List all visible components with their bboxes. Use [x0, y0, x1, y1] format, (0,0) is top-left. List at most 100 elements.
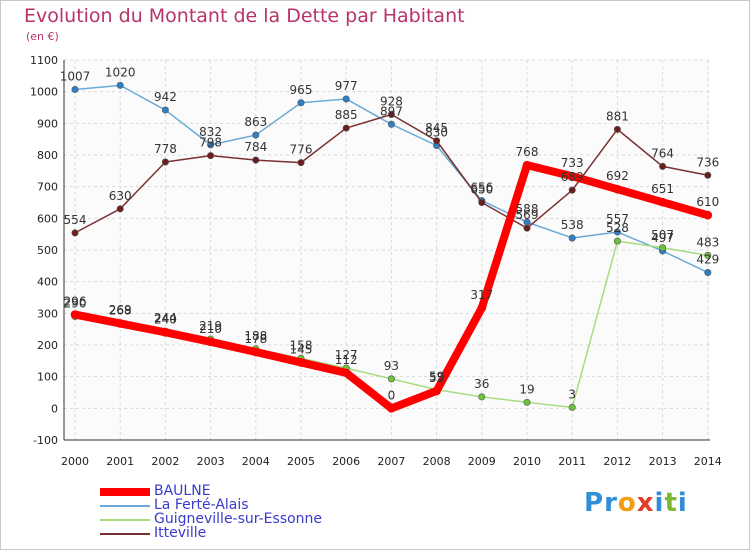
- legend-item: Guigneville-sur-Essonne: [100, 511, 360, 527]
- logo-letter: x: [636, 488, 655, 518]
- data-label: 863: [244, 115, 267, 129]
- data-label: 19: [519, 382, 534, 396]
- data-point: [704, 251, 712, 259]
- data-label: 651: [651, 182, 674, 196]
- legend-label: BAULNE: [154, 483, 211, 499]
- y-tick-label: 700: [37, 181, 58, 194]
- data-label: 965: [290, 83, 313, 97]
- y-tick-label: 0: [51, 402, 58, 415]
- legend-swatch: [100, 519, 150, 521]
- data-label: 768: [516, 145, 539, 159]
- data-label: 942: [154, 90, 177, 104]
- data-label: 429: [696, 252, 719, 266]
- data-label: 845: [425, 121, 448, 135]
- data-label: 656: [470, 181, 493, 195]
- y-tick-label: 800: [37, 149, 58, 162]
- y-tick-label: 200: [37, 339, 58, 352]
- logo-letter: i: [654, 488, 665, 518]
- legend-item: La Ferté-Alais: [100, 497, 360, 513]
- legend-swatch: [100, 488, 150, 496]
- data-point: [207, 152, 215, 160]
- y-axis-ticks: -100 0 100 200 300 400 500 600 700 800 900 1000 1100: [30, 54, 58, 447]
- data-label: 538: [561, 218, 584, 232]
- data-label: 778: [154, 142, 177, 156]
- data-point: [297, 159, 305, 167]
- data-label: 557: [606, 212, 629, 226]
- data-point: [432, 386, 441, 396]
- data-label: 692: [606, 169, 629, 183]
- data-label: 93: [384, 359, 399, 373]
- y-tick-label: 900: [37, 117, 58, 130]
- data-label: 610: [696, 195, 719, 209]
- y-tick-label: 600: [37, 212, 58, 225]
- data-label: 630: [109, 189, 132, 203]
- data-point: [613, 125, 621, 133]
- data-point: [433, 137, 441, 145]
- data-label: 1007: [60, 69, 91, 83]
- axes: [63, 60, 710, 441]
- data-point: [613, 237, 621, 245]
- x-tick-label: 2005: [287, 455, 315, 468]
- x-tick-label: 2008: [423, 455, 451, 468]
- data-point: [658, 197, 667, 207]
- data-label: 127: [335, 348, 358, 362]
- logo-letter: t: [664, 488, 678, 518]
- legend-label: Guigneville-sur-Essonne: [154, 511, 323, 527]
- data-label: 3: [568, 387, 576, 401]
- legend-item: BAULNE: [100, 483, 360, 499]
- data-point: [703, 210, 713, 220]
- data-point: [704, 171, 712, 179]
- data-label: 832: [199, 125, 222, 139]
- legend-item: Itteville: [100, 525, 360, 541]
- x-tick-label: 2010: [513, 455, 541, 468]
- x-tick-label: 2002: [151, 455, 179, 468]
- data-point: [523, 224, 531, 232]
- data-label: 1020: [105, 65, 136, 79]
- data-point: [478, 199, 486, 207]
- data-point: [161, 328, 170, 337]
- data-point: [704, 268, 712, 276]
- data-point: [206, 337, 215, 347]
- legend-label: La Ferté-Alais: [154, 497, 249, 513]
- data-point: [71, 85, 79, 93]
- data-label: 55: [429, 371, 444, 385]
- x-tick-label: 2009: [468, 455, 496, 468]
- data-label: 158: [290, 338, 313, 352]
- logo-letter: i: [677, 488, 688, 518]
- y-tick-label: 1000: [30, 86, 58, 99]
- logo-letter: o: [617, 488, 637, 518]
- data-point: [568, 234, 576, 242]
- data-point: [387, 120, 395, 128]
- data-label: 178: [244, 332, 267, 346]
- data-label: 268: [109, 303, 132, 317]
- data-label: 928: [380, 94, 403, 108]
- x-tick-label: 2014: [694, 455, 722, 468]
- data-point: [522, 160, 532, 170]
- logo-letter: P: [584, 488, 605, 518]
- x-tick-label: 2001: [106, 455, 134, 468]
- data-point: [613, 228, 621, 236]
- y-tick-label: 400: [37, 276, 58, 289]
- y-tick-label: 100: [37, 371, 58, 384]
- data-label: 650: [470, 183, 493, 197]
- data-point: [71, 229, 79, 237]
- data-point: [659, 244, 667, 252]
- legend-swatch: [100, 533, 150, 535]
- data-label: 885: [335, 108, 358, 122]
- data-point: [296, 358, 306, 367]
- data-label: 59: [429, 370, 444, 384]
- x-tick-label: 2004: [242, 455, 270, 468]
- data-label: 296: [64, 295, 87, 309]
- data-point: [252, 131, 260, 139]
- data-point: [252, 156, 260, 164]
- data-point: [342, 95, 350, 103]
- data-label: 588: [516, 202, 539, 216]
- data-label: 483: [696, 235, 719, 249]
- data-label: 188: [244, 329, 267, 343]
- data-label: 784: [244, 140, 267, 154]
- data-label: 736: [696, 155, 719, 169]
- data-point: [478, 393, 486, 401]
- data-point: [70, 310, 80, 319]
- data-point: [342, 124, 350, 132]
- data-label: 210: [199, 322, 222, 336]
